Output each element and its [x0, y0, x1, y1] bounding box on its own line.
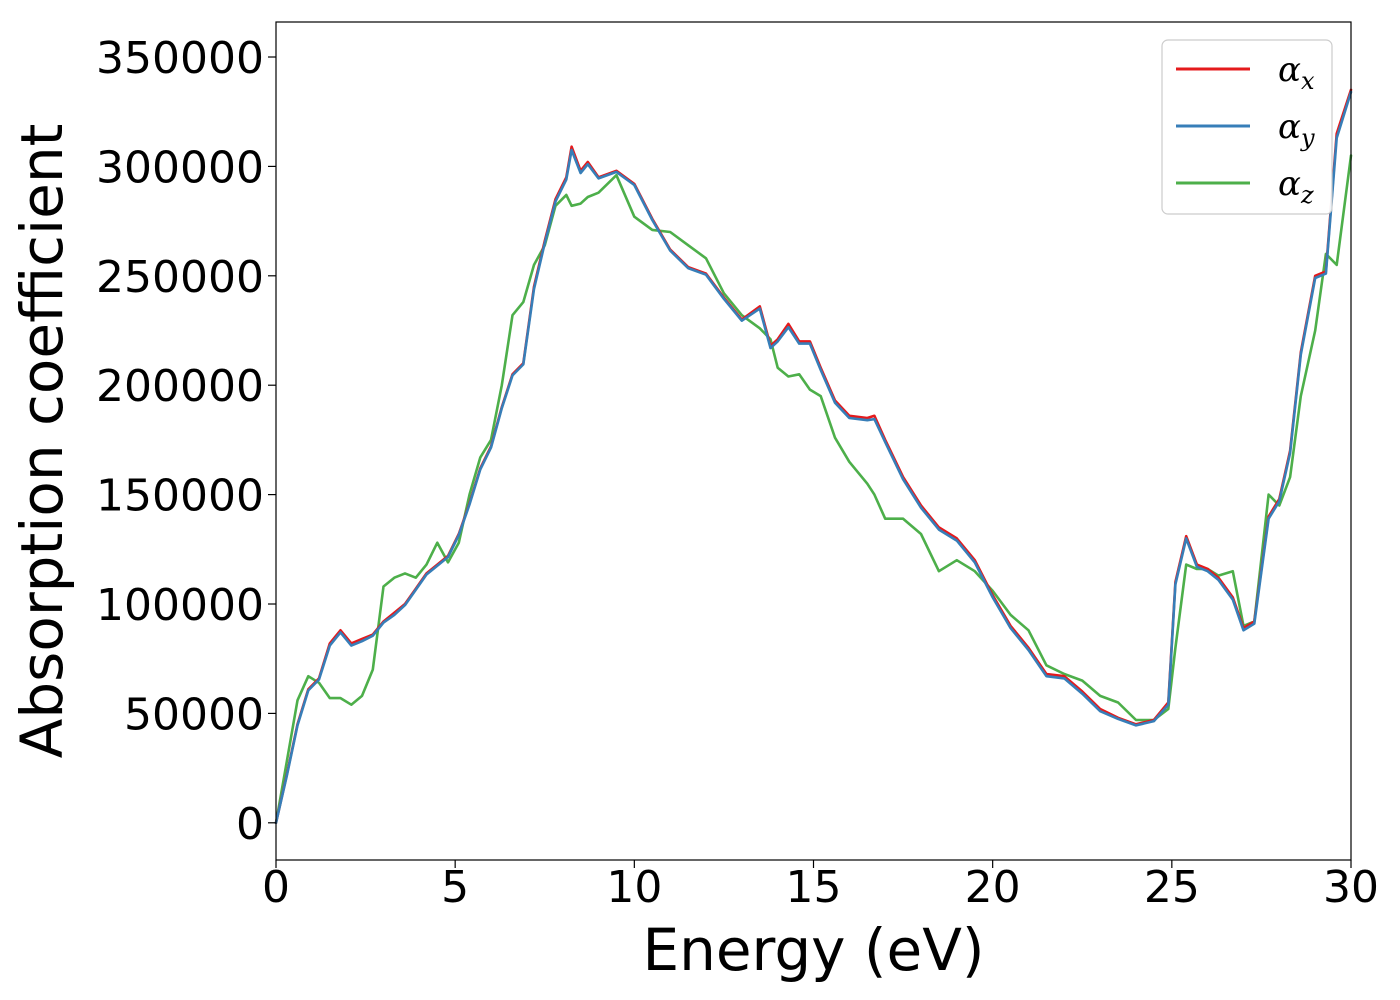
x-tick-label: 25 [1144, 862, 1200, 913]
legend-label-subscript: x [1301, 67, 1315, 95]
y-tick-label: 200000 [96, 361, 264, 412]
x-tick-label: 20 [965, 862, 1021, 913]
series-line-alpha-y [274, 90, 1353, 825]
x-axis-title: Energy (eV) [642, 916, 984, 984]
legend-label-base: α [1278, 50, 1301, 90]
series-layer [274, 88, 1353, 825]
y-tick-label: 300000 [96, 142, 264, 193]
ticks-layer: 0 5 10 15 20 25 30 0 50000 100000 150000 200000 2500… [96, 33, 1379, 913]
y-tick-label: 50000 [124, 689, 264, 740]
y-tick-label: 250000 [96, 252, 264, 303]
x-tick-label: 30 [1323, 862, 1379, 913]
y-tick-label: 100000 [96, 580, 264, 631]
legend-label-alpha-z: αz [1278, 164, 1314, 209]
legend-label-alpha-x: αx [1278, 50, 1315, 95]
legend-label-subscript: y [1300, 124, 1315, 152]
legend-label-base: α [1278, 164, 1301, 204]
x-tick-label: 10 [606, 862, 662, 913]
legend-label-subscript: z [1300, 181, 1314, 209]
x-tick-label: 0 [262, 862, 290, 913]
x-tick-label: 15 [786, 862, 842, 913]
series-line-alpha-z [274, 154, 1353, 825]
y-axis-title: Absorption coefficient [8, 124, 76, 759]
x-tick-label: 5 [441, 862, 469, 913]
legend-label-alpha-y: αy [1278, 107, 1315, 152]
y-tick-label: 0 [236, 799, 264, 850]
legend-label-base: α [1278, 107, 1301, 147]
y-tick-label: 350000 [96, 33, 264, 84]
y-tick-label: 150000 [96, 471, 264, 522]
